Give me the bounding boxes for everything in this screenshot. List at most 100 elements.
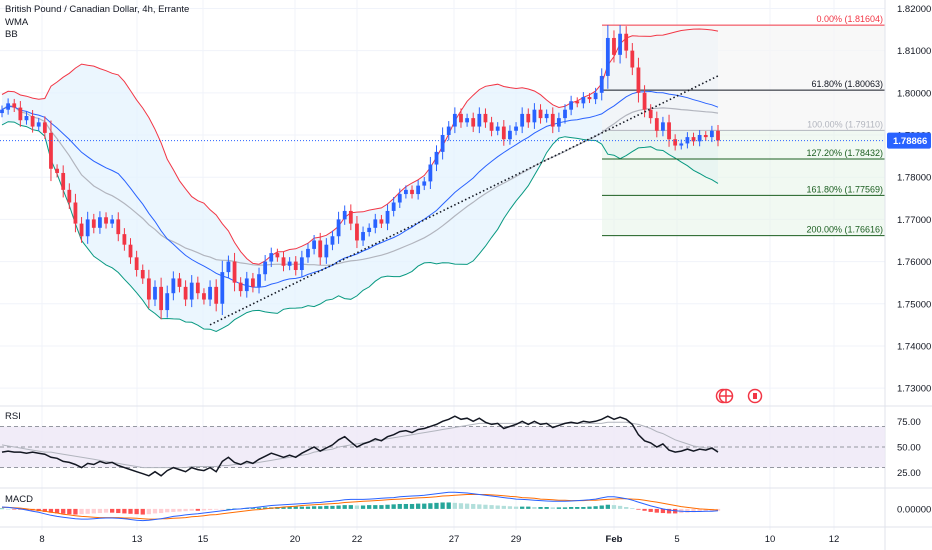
candle [587, 93, 592, 104]
macd-histogram-bar [214, 508, 219, 510]
candle [483, 108, 488, 128]
candle-body [159, 286, 164, 311]
macd-histogram-bar [562, 507, 568, 509]
macd-histogram-bar [605, 504, 610, 509]
candle [293, 256, 298, 276]
candle-body [422, 181, 427, 186]
candle [0, 105, 4, 118]
price-axis-tick: 1.77000 [897, 215, 931, 226]
macd-histogram-bar [189, 508, 194, 511]
candle-body [636, 67, 641, 93]
candle-body [116, 219, 121, 235]
candle-body [318, 240, 323, 258]
candle [618, 25, 622, 64]
candle [538, 104, 543, 124]
price-axis-tick: 1.81000 [897, 46, 931, 57]
candle-body [434, 151, 439, 165]
candle-body [0, 109, 4, 114]
candle-body [612, 37, 616, 55]
candle [159, 277, 164, 320]
candle-body [581, 97, 586, 104]
candle-body [195, 282, 200, 294]
macd-histogram-bar [311, 506, 317, 509]
candle [489, 116, 494, 137]
candle [410, 185, 414, 199]
candle-body [146, 278, 151, 300]
candle-body [508, 130, 512, 140]
candle [471, 112, 476, 133]
bb-basis-line [1, 90, 719, 288]
time-axis-tick: 15 [198, 534, 209, 545]
macd-histogram-bar [568, 507, 574, 509]
time-axis-tick: 13 [132, 534, 143, 545]
macd-histogram-bar [293, 506, 298, 509]
candle [171, 271, 176, 301]
candle [422, 176, 427, 191]
macd-histogram-bar [220, 508, 225, 510]
indicator-bb-label[interactable]: BB [5, 29, 18, 40]
candle [110, 214, 115, 229]
macd-histogram-bar [422, 503, 427, 509]
macd-histogram-bar [48, 508, 54, 513]
candle [275, 248, 280, 262]
candle-body [703, 135, 708, 138]
macd-histogram-bar [67, 508, 72, 515]
macd-pane-label[interactable]: MACD [5, 494, 33, 505]
candle-body [287, 261, 292, 266]
candle [373, 213, 378, 234]
macd-histogram-bar [458, 503, 464, 509]
price-axis-tick: 1.78000 [897, 173, 931, 184]
macd-histogram-bar [489, 505, 494, 509]
macd-histogram-bar [642, 508, 647, 511]
candle [599, 68, 604, 101]
macd-histogram-bar [593, 506, 598, 509]
candle [636, 57, 641, 103]
candle-body [471, 118, 476, 127]
candle [654, 111, 659, 138]
macd-histogram-bar [116, 508, 121, 514]
candle-body [697, 135, 702, 142]
candle-body [397, 194, 402, 203]
price-axis-tick: 1.73000 [897, 384, 931, 395]
candle-body [348, 210, 353, 224]
candle-body [385, 210, 390, 224]
macd-histogram-bar [495, 505, 500, 509]
candle-body [452, 113, 457, 127]
macd-histogram-bar [342, 505, 347, 509]
candle [336, 211, 341, 244]
macd-histogram-bar [440, 502, 445, 509]
candle [459, 108, 463, 128]
candle [508, 125, 512, 145]
time-axis-tick: 29 [511, 534, 522, 545]
candle [330, 230, 335, 251]
candle [495, 122, 500, 136]
candle [79, 217, 84, 243]
candle-body [709, 130, 714, 138]
macd-histogram-bar [91, 508, 96, 514]
candle-body [208, 286, 212, 300]
candle [575, 97, 580, 108]
rsi-pane-label[interactable]: RSI [5, 411, 21, 422]
macd-histogram-bar [330, 505, 335, 509]
time-axis-tick: 5 [674, 534, 679, 545]
macd-line [1, 491, 719, 522]
macd-histogram-bar [397, 503, 402, 509]
macd-histogram-bar [666, 508, 672, 514]
candle [569, 95, 574, 116]
macd-histogram-bar [128, 508, 133, 514]
candle [183, 280, 188, 307]
candle [342, 205, 347, 225]
candle [324, 238, 329, 264]
candle [532, 103, 537, 129]
candle [177, 272, 182, 293]
macd-histogram-bar [538, 507, 543, 509]
candle [391, 197, 396, 217]
time-axis-tick: 10 [765, 534, 776, 545]
indicator-wma-label[interactable]: WMA [5, 16, 29, 28]
candle [667, 114, 671, 147]
candle-body [599, 75, 604, 93]
chart-legend: British Pound / Canadian Dollar, 4h, Err… [5, 4, 189, 42]
candle-body [642, 92, 647, 110]
candle-body [373, 219, 378, 228]
